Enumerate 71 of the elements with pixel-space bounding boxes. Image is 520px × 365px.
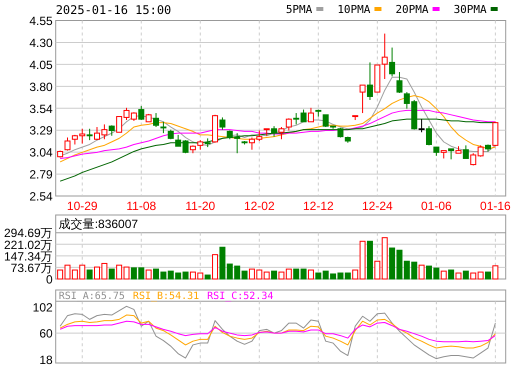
candlestick (219, 116, 226, 130)
x-tick-label: 11-20 (185, 199, 216, 213)
legend-label: 10PMA (337, 3, 371, 16)
x-tick-label: 11-08 (126, 199, 156, 213)
candlestick (138, 106, 144, 121)
line-series (60, 110, 496, 159)
chart-title: 成交量:836007 (58, 217, 138, 231)
chart-title: 2025-01-16 15:00 (56, 3, 172, 17)
x-tick-label: 01-16 (480, 199, 512, 213)
bar (448, 270, 454, 280)
text: RSI_C:52.34 (207, 291, 274, 302)
series-label: RSI_A:65.75 (58, 291, 125, 302)
y-tick-label: 3.04 (29, 146, 54, 160)
y-tick-label: 294.69万 (4, 226, 53, 240)
bar (86, 270, 93, 280)
bar (418, 264, 425, 280)
candlestick (462, 144, 469, 159)
legend-label: 5PMA (286, 3, 313, 16)
candlestick (418, 118, 425, 133)
candlestick (153, 112, 160, 128)
y-tick-label: 4.55 (29, 14, 54, 28)
bar (204, 274, 211, 280)
x-tick-label: 01-06 (421, 199, 452, 213)
candlestick (396, 72, 402, 94)
candlestick (366, 62, 373, 100)
y-tick-label: 3.29 (29, 124, 54, 138)
candlestick (382, 33, 388, 80)
candlestick (278, 126, 284, 140)
bar (108, 268, 115, 280)
candlestick (286, 118, 292, 132)
candlestick (426, 126, 432, 146)
candlestick (271, 126, 278, 138)
candlestick (360, 84, 366, 114)
x-tick-label: 12-12 (302, 199, 334, 213)
y-tick-label: 102 (32, 300, 54, 314)
y-tick-label: 3.54 (29, 102, 54, 116)
candlestick (337, 127, 344, 138)
bar (440, 270, 447, 280)
bar (212, 254, 218, 280)
y-tick-label: 3.80 (29, 80, 54, 94)
bar (308, 270, 314, 280)
line-series (60, 320, 496, 342)
y-tick-label: 0 (46, 272, 54, 286)
y-tick-label: 221.02万 (4, 238, 53, 252)
bar (455, 272, 462, 280)
bar (492, 265, 498, 280)
y-tick-label: 2.54 (29, 190, 54, 204)
candlestick (448, 148, 454, 160)
candlestick (308, 107, 314, 122)
y-tick-label: 4.05 (29, 58, 54, 72)
line-series (60, 306, 496, 360)
bar (271, 270, 278, 280)
series-label: RSI_B:54.31 (132, 291, 200, 302)
bar (146, 270, 152, 280)
candlestick (160, 121, 166, 134)
legend-label: 30PMA (454, 3, 488, 16)
y-tick-label: 60 (39, 326, 54, 341)
bar (366, 240, 373, 280)
x-tick-label: 12-24 (362, 199, 394, 213)
y-tick-label: 4.30 (29, 36, 54, 50)
bar (462, 270, 469, 280)
line-series (60, 314, 496, 349)
x-tick-label: 10-29 (66, 199, 98, 213)
candlestick (389, 47, 396, 77)
legend-label: 20PMA (395, 3, 429, 16)
bar (484, 272, 491, 280)
y-tick-label: 2.79 (29, 168, 54, 182)
x-tick-label: 12-02 (244, 199, 275, 213)
candlestick (86, 128, 93, 141)
y-tick-label: 18 (39, 352, 54, 365)
candlestick (64, 137, 71, 152)
